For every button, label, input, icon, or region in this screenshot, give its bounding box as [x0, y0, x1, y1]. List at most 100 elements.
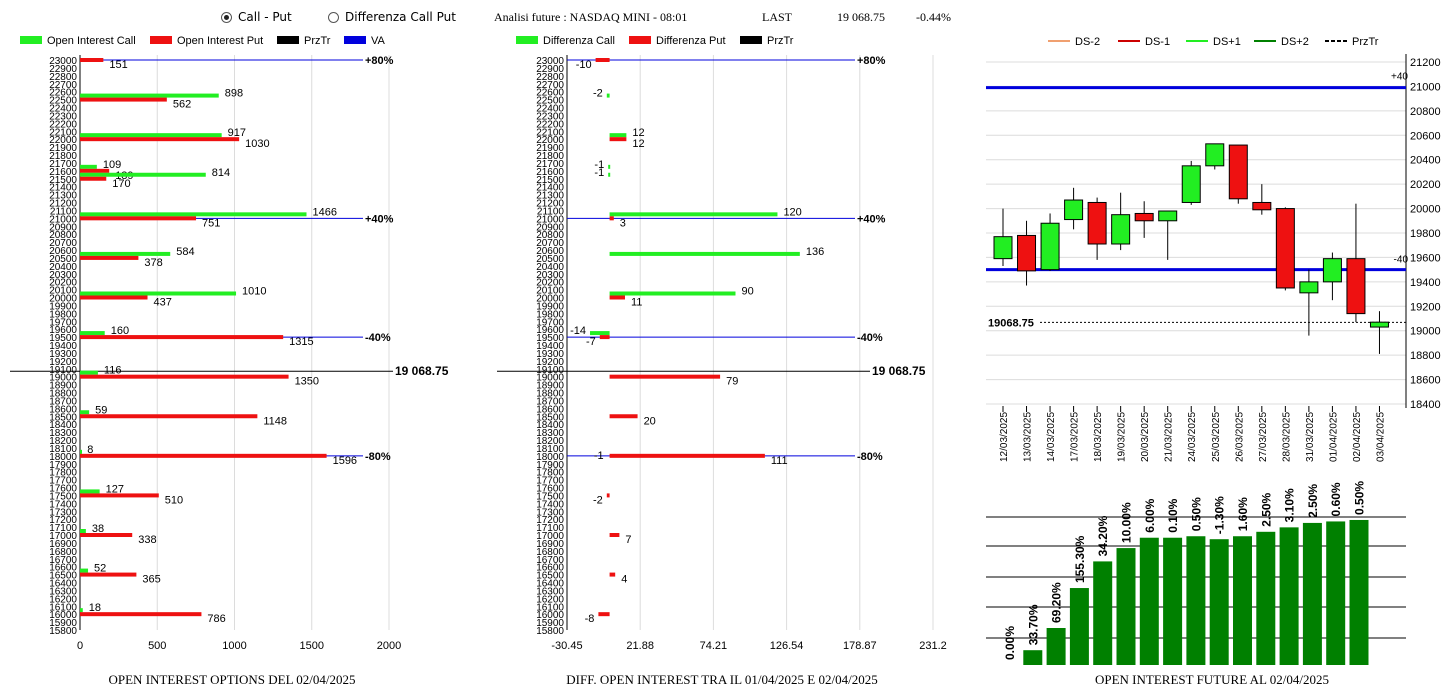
y-tick-label: 17500: [536, 491, 564, 502]
extra-value-label: -1: [594, 450, 604, 462]
put-bar: [609, 374, 721, 379]
future-oi-bar: [1302, 522, 1322, 665]
candle-body: [1299, 281, 1319, 294]
put-bar: [606, 493, 610, 498]
y-tick-label: 16800: [49, 547, 77, 558]
future-oi-bar: [1069, 588, 1089, 665]
put-bar: [609, 453, 765, 458]
y-tick-label: 22600: [49, 88, 77, 99]
candle-body: [1087, 201, 1107, 245]
y-tick-label: 16600: [536, 563, 564, 574]
y-tick-label: 20500: [536, 254, 564, 265]
y-tick-label: 17100: [536, 523, 564, 534]
radio-diff[interactable]: Differenza Call Put: [328, 10, 456, 24]
last-label: LAST: [762, 10, 792, 24]
y-tick-label: 20000: [1410, 204, 1441, 216]
y-tick-label: 21100: [537, 206, 565, 217]
y-tick-label: 20300: [536, 270, 564, 281]
put-bar: [595, 58, 610, 62]
y-tick-label: 17100: [49, 523, 77, 534]
y-tick-label: 18200: [49, 436, 77, 447]
radio-call-put[interactable]: Call - Put: [221, 10, 292, 24]
y-tick-label: 17900: [536, 460, 564, 471]
call-bar: [80, 291, 237, 296]
call-bar: [80, 93, 219, 98]
y-tick-label: 21300: [536, 191, 564, 202]
put-value-label: 11: [631, 297, 642, 309]
y-tick-label: 16200: [536, 594, 564, 605]
x-tick-label: 13/03/2025: [1023, 412, 1034, 462]
x-tick-label: 24/03/2025: [1187, 412, 1198, 462]
put-value-label: 510: [165, 494, 183, 506]
call-value-label: -1: [594, 159, 604, 171]
y-tick-label: 22500: [536, 96, 564, 107]
y-tick-label: 19200: [536, 357, 564, 368]
y-tick-label: 20900: [536, 222, 564, 233]
y-tick-label: 18000: [49, 452, 77, 463]
x-tick-label: 03/04/2025: [1375, 412, 1386, 462]
y-tick-label: 18100: [536, 444, 564, 455]
przTr-label: 19 068.75: [395, 364, 449, 378]
put-value-label: 562: [173, 99, 191, 111]
y-tick-label: 19300: [49, 349, 77, 360]
call-bar: [80, 164, 97, 169]
put-value-label: 151: [109, 59, 127, 71]
call-value-label: 116: [104, 365, 122, 377]
x-tick-label: 17/03/2025: [1070, 412, 1081, 462]
call-bar: [590, 331, 610, 336]
y-tick-label: 22500: [49, 96, 77, 107]
y-tick-label: 18900: [536, 381, 564, 392]
put-bar: [80, 533, 133, 537]
future-oi-label: 0.00%: [1003, 626, 1017, 660]
legend-swatch: [20, 36, 42, 44]
y-tick-label: 18000: [536, 452, 564, 463]
y-tick-label: 21800: [536, 151, 564, 162]
put-value-label: 786: [207, 613, 225, 625]
radio-selected-icon[interactable]: [221, 11, 232, 23]
y-tick-label: 15900: [536, 618, 564, 629]
put-bar: [80, 612, 202, 617]
y-tick-label: 17000: [49, 531, 77, 542]
y-tick-label: 19500: [536, 333, 564, 344]
future-oi-bar: [1139, 537, 1159, 665]
x-tick-label: 126.54: [770, 640, 804, 652]
y-tick-label: 16600: [49, 563, 77, 574]
y-tick-label: 19200: [1410, 301, 1441, 313]
call-bar: [609, 133, 627, 138]
radio-unselected-icon[interactable]: [328, 11, 339, 23]
y-tick-label: 22100: [536, 127, 564, 138]
put-value-label: 79: [726, 376, 738, 388]
y-tick-label: 17300: [49, 507, 77, 518]
put-value-label: 751: [202, 217, 220, 229]
y-tick-label: 18600: [536, 404, 564, 415]
x-tick-label: 500: [148, 640, 166, 652]
legend-swatch: [516, 36, 538, 44]
y-tick-label: 17500: [49, 491, 77, 502]
legend-label: Differenza Put: [656, 35, 726, 47]
candle-body: [1252, 201, 1272, 211]
radio-call-put-label: Call - Put: [238, 10, 292, 24]
y-tick-label: 22000: [49, 135, 77, 146]
legend-swatch: [277, 36, 299, 44]
put-bar: [80, 295, 148, 300]
y-tick-label: 20300: [49, 270, 77, 281]
future-oi-label: 2.50%: [1259, 492, 1273, 526]
legend-swatch: [150, 36, 172, 44]
przTr-label: 19 068.75: [872, 364, 926, 378]
y-tick-label: 19700: [536, 317, 564, 328]
candle-body: [1017, 234, 1037, 272]
y-tick-label: 20700: [536, 238, 564, 249]
legend-swatch: [344, 36, 366, 44]
y-tick-label: 18800: [49, 389, 77, 400]
y-tick-label: 18400: [49, 420, 77, 431]
call-bar: [80, 489, 100, 494]
call-value-label: -2: [593, 88, 603, 100]
y-tick-label: 22800: [536, 72, 564, 83]
call-value-label: -1: [594, 167, 604, 179]
call-bar: [609, 291, 736, 296]
y-tick-label: 15900: [49, 618, 77, 629]
future-oi-label: 0.10%: [1166, 498, 1180, 532]
future-oi-bar: [1279, 527, 1299, 665]
y-tick-label: 16000: [49, 610, 77, 621]
call-value-label: 136: [806, 246, 824, 258]
